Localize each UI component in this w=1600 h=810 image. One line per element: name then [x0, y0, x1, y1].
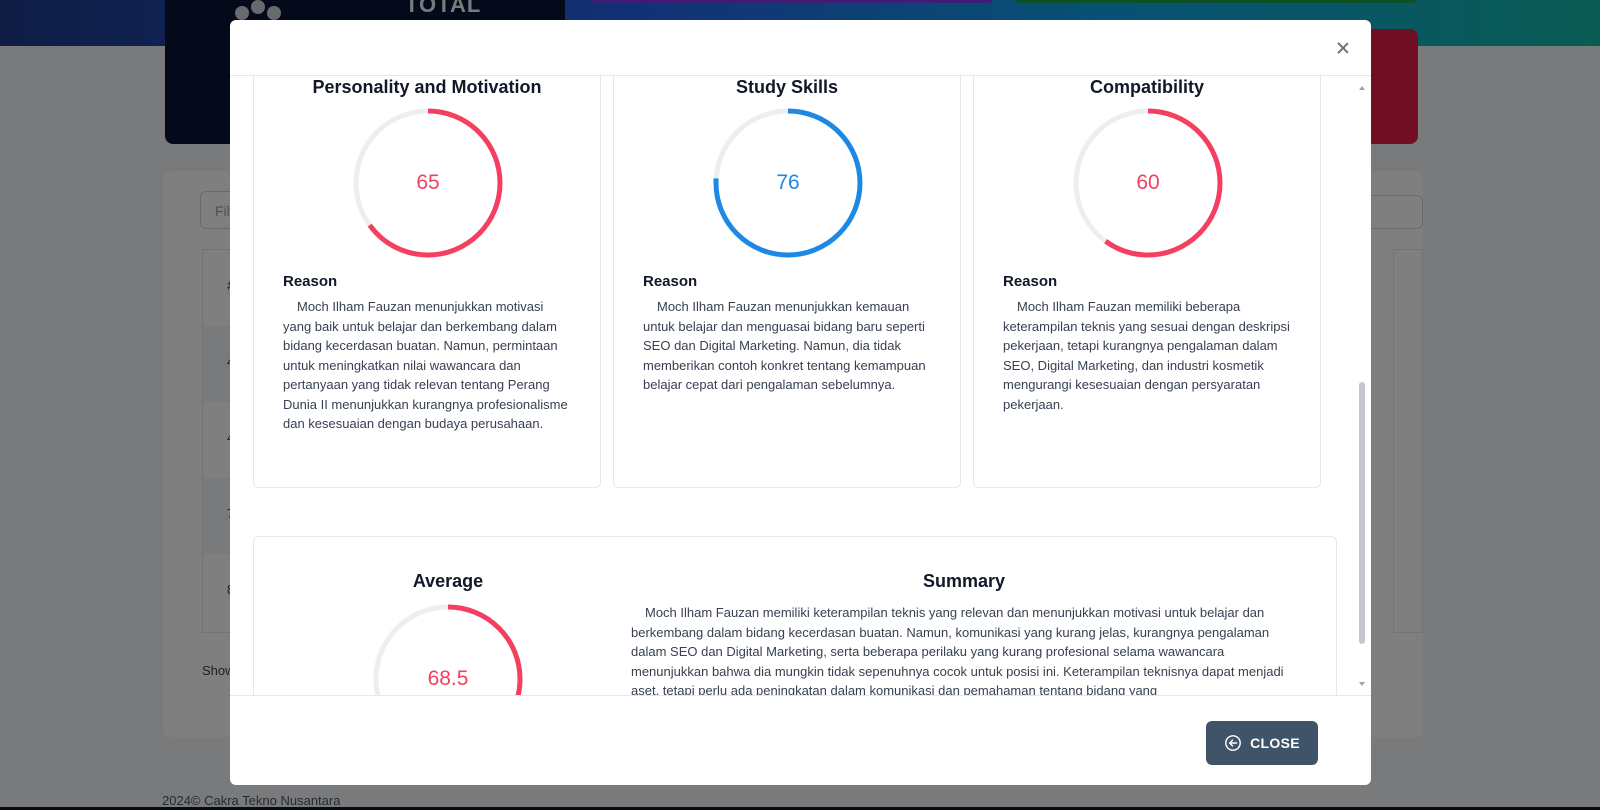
- score-card-study-skills: Study Skills 76 Reason Moch Ilham Fauzan me…: [613, 76, 961, 488]
- close-button[interactable]: CLOSE: [1206, 721, 1318, 765]
- ring-progress-arc: [713, 108, 863, 258]
- average-score-value: 68.5: [427, 667, 469, 690]
- score-value: 76: [776, 171, 800, 194]
- score-value: 60: [1136, 171, 1160, 194]
- score-detail-modal: Personality and Motivation 65 Reason Moch I…: [230, 20, 1371, 785]
- ring-progress-arc: [353, 108, 503, 258]
- reason-text: Moch Ilham Fauzan menunjukkan kemauan un…: [643, 299, 926, 392]
- summary-title: Summary: [922, 571, 1006, 591]
- close-button-label: CLOSE: [1250, 735, 1300, 751]
- modal-body[interactable]: Personality and Motivation 65 Reason Moch I…: [230, 76, 1371, 695]
- ring-progress-arc: [373, 604, 523, 695]
- score-card-title: Personality and Motivation: [312, 77, 542, 97]
- score-card-personality-motivation: Personality and Motivation 65 Reason Moch I…: [253, 76, 601, 488]
- score-ring-chart: [1073, 108, 1223, 258]
- average-title: Average: [412, 571, 484, 591]
- ring-progress-arc: [1073, 108, 1223, 258]
- reason-title: Reason: [283, 273, 338, 290]
- average-ring-chart: [373, 604, 523, 695]
- arrow-left-circle-icon: [1225, 735, 1242, 751]
- score-card-title: Study Skills: [735, 77, 839, 97]
- reason-title: Reason: [1003, 273, 1058, 290]
- reason-text: Moch Ilham Fauzan memiliki beberapa kete…: [1003, 299, 1290, 412]
- scroll-up-arrow-icon[interactable]: [1359, 86, 1365, 90]
- score-card-compatibility: Compatibility 60 Reason Moch Ilham Fauzan m…: [973, 76, 1321, 488]
- score-card-title: Compatibility: [1089, 77, 1204, 97]
- reason-title: Reason: [643, 273, 698, 290]
- score-ring-chart: [713, 108, 863, 258]
- score-value: 65: [416, 171, 440, 194]
- summary-text: Moch Ilham Fauzan memiliki keterampilan …: [631, 605, 1284, 695]
- summary-card: Average 68.5 Summary Moch Ilham Fauzan m…: [253, 536, 1337, 695]
- close-icon[interactable]: [1333, 38, 1353, 58]
- scroll-thumb[interactable]: [1359, 382, 1365, 644]
- scroll-down-arrow-icon[interactable]: [1359, 682, 1365, 686]
- modal-scrollbar[interactable]: [1359, 86, 1365, 686]
- modal-footer: CLOSE: [230, 695, 1371, 785]
- score-ring-chart: [353, 108, 503, 258]
- modal-header: [230, 20, 1371, 76]
- reason-text: Moch Ilham Fauzan menunjukkan motivasi y…: [283, 299, 568, 431]
